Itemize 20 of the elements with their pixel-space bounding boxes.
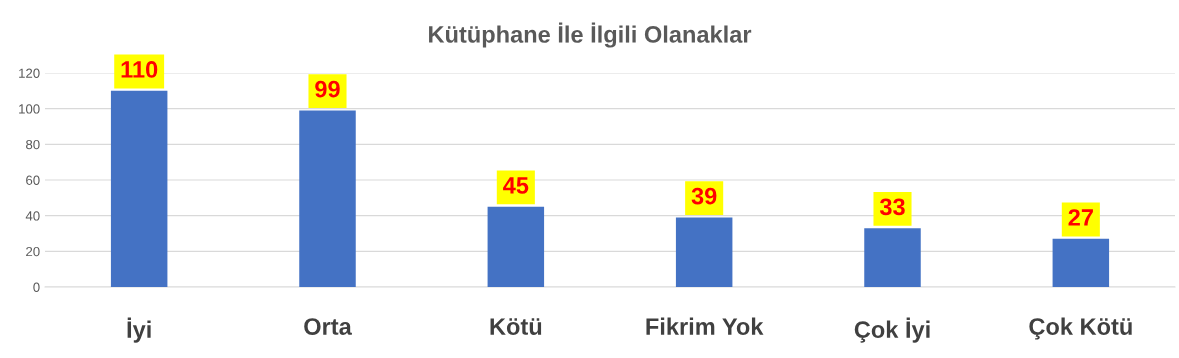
x-tick-label: Çok Kötü	[1029, 317, 1132, 340]
chart-title: Kütüphane İle İlgili Olanaklar	[429, 22, 752, 48]
x-tick-label: Orta	[304, 318, 352, 335]
x-tick-label: Fikrim Yok	[646, 317, 764, 335]
x-tick-label: İyi	[127, 317, 151, 343]
y-tick-label: 80	[26, 139, 40, 150]
data-label: 45	[503, 177, 529, 194]
data-label: 33	[879, 198, 905, 216]
y-tick-label: 0	[33, 282, 40, 292]
x-tick-label: Çok İyi	[854, 317, 930, 343]
y-tick-label: 100	[19, 104, 40, 114]
data-label: 27	[1068, 209, 1093, 226]
y-tick-label: 120	[19, 68, 40, 78]
y-tick-label: 60	[26, 175, 40, 185]
data-label: 99	[315, 80, 340, 98]
y-tick-label: 20	[26, 246, 40, 257]
data-label: 39	[691, 187, 717, 205]
data-label: 110	[121, 61, 158, 78]
x-tick-label: Kötü	[490, 318, 542, 335]
y-tick-label: 40	[25, 211, 40, 221]
